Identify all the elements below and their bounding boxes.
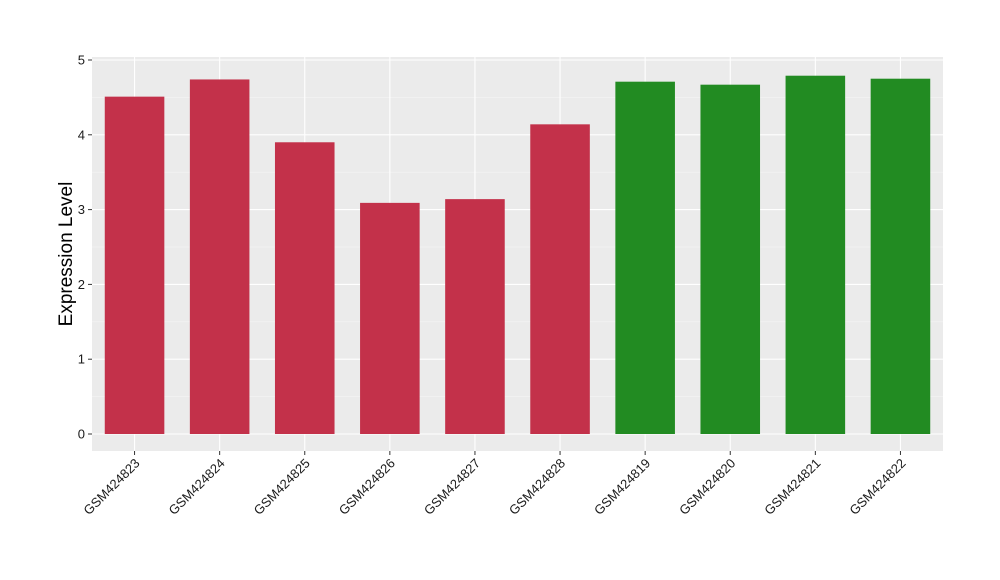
x-axis: GSM424823 GSM424824 GSM424825 GSM424826 GSM4… (80, 451, 909, 518)
bar-GSM424824 (189, 79, 250, 434)
x-tick-label: GSM424822 (846, 456, 908, 518)
y-axis: 0 1 2 3 4 5 (78, 53, 92, 442)
bars (104, 75, 931, 435)
y-axis-title: Expression Level (56, 182, 77, 327)
x-tick-label: GSM424820 (676, 456, 738, 518)
x-tick-label: GSM424826 (336, 456, 398, 518)
y-tick-label: 4 (78, 127, 85, 142)
bar-GSM424820 (700, 84, 761, 435)
x-tick-label: GSM424827 (421, 456, 483, 518)
x-tick-label: GSM424819 (591, 456, 653, 518)
y-tick-label: 1 (78, 352, 85, 367)
y-tick-label: 2 (78, 277, 85, 292)
bar-GSM424819 (615, 81, 675, 434)
bar-GSM424827 (445, 199, 505, 434)
x-tick-label: GSM424821 (761, 456, 823, 518)
bar-GSM424823 (104, 96, 165, 434)
x-tick-label: GSM424825 (251, 456, 313, 518)
bar-GSM424826 (360, 202, 420, 434)
y-tick-label: 3 (78, 202, 85, 217)
y-tick-label: 5 (78, 53, 85, 68)
x-tick-label: GSM424823 (80, 456, 142, 518)
x-tick-label: GSM424824 (166, 456, 228, 518)
bar-GSM424821 (785, 75, 846, 434)
bar-GSM424828 (530, 124, 590, 434)
y-tick-label: 0 (78, 427, 85, 442)
bar-GSM424822 (870, 78, 931, 434)
bar-GSM424825 (274, 142, 335, 434)
x-tick-label: GSM424828 (506, 456, 568, 518)
